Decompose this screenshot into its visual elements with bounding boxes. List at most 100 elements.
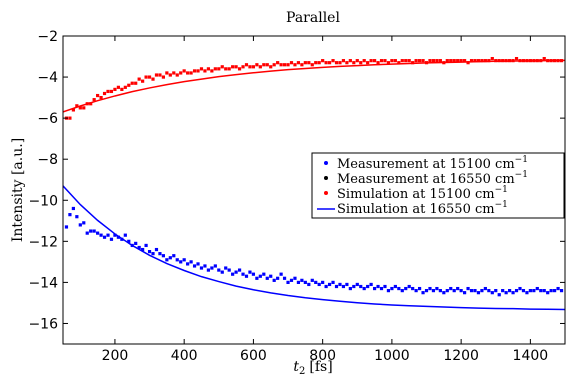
data-point-s0-67 xyxy=(296,280,301,284)
data-point-s0-81 xyxy=(345,282,349,287)
data-point-s1-2 xyxy=(71,108,75,112)
data-point-s0-123 xyxy=(490,291,494,295)
data-point-s1-86 xyxy=(362,59,366,63)
data-point-s0-8 xyxy=(92,229,96,233)
x-tick-label-4: 1000 xyxy=(374,348,410,364)
data-point-s0-120 xyxy=(480,289,484,293)
data-point-s0-142 xyxy=(556,286,560,291)
data-point-s0-132 xyxy=(521,289,526,293)
data-point-s0-43 xyxy=(213,264,217,268)
data-point-s0-53 xyxy=(248,270,252,274)
data-point-s1-101 xyxy=(414,59,418,63)
data-point-s1-94 xyxy=(390,59,394,63)
data-point-s1-38 xyxy=(196,69,200,73)
data-point-s0-25 xyxy=(151,252,155,256)
legend-marker-0 xyxy=(324,161,328,165)
data-point-s1-9 xyxy=(96,93,100,98)
data-point-s0-65 xyxy=(289,278,294,282)
data-point-s1-113 xyxy=(456,59,460,63)
data-point-s0-141 xyxy=(553,289,557,293)
legend-marker-2 xyxy=(324,191,328,195)
data-point-s0-48 xyxy=(231,272,235,276)
data-point-s0-74 xyxy=(321,280,325,284)
data-point-s0-88 xyxy=(369,282,373,287)
data-point-s1-122 xyxy=(487,59,491,63)
data-point-s1-16 xyxy=(120,87,124,91)
data-point-s1-42 xyxy=(210,69,214,73)
data-point-s1-56 xyxy=(258,65,262,69)
data-point-s0-130 xyxy=(514,289,519,293)
data-point-s1-62 xyxy=(279,63,283,67)
data-point-s1-21 xyxy=(137,77,141,81)
data-point-s1-95 xyxy=(393,59,397,63)
data-point-s0-108 xyxy=(438,289,442,293)
data-point-s1-120 xyxy=(480,59,484,63)
data-point-s1-75 xyxy=(324,61,328,65)
y-tick-label-1: −14 xyxy=(28,275,58,291)
data-point-s1-48 xyxy=(231,65,235,69)
data-point-s1-53 xyxy=(248,65,252,69)
plot-frame xyxy=(62,35,566,345)
legend-label-3: Simulation at 16550 cm−1 xyxy=(337,200,508,217)
data-point-s0-112 xyxy=(452,289,456,293)
data-point-s0-140 xyxy=(549,289,553,293)
data-point-s1-111 xyxy=(449,59,453,63)
data-point-s0-10 xyxy=(99,233,103,237)
data-point-s0-107 xyxy=(435,286,439,291)
data-point-s1-59 xyxy=(269,65,273,69)
data-point-s1-15 xyxy=(116,85,120,89)
data-point-s0-73 xyxy=(317,282,321,287)
data-point-s0-40 xyxy=(203,264,207,268)
data-point-s0-47 xyxy=(227,268,231,272)
y-tick-label-7: −2 xyxy=(37,29,58,45)
series-line-3 xyxy=(63,185,565,311)
data-point-s0-17 xyxy=(123,233,127,237)
data-point-s1-47 xyxy=(227,67,231,71)
data-point-s1-107 xyxy=(435,59,439,63)
data-point-s1-82 xyxy=(348,59,352,63)
data-point-s1-110 xyxy=(445,59,449,63)
data-point-s0-103 xyxy=(421,291,425,295)
data-point-s0-39 xyxy=(199,266,204,270)
data-point-s0-99 xyxy=(407,284,411,289)
data-point-s1-79 xyxy=(338,61,342,65)
data-point-s1-44 xyxy=(217,67,221,71)
data-point-s0-129 xyxy=(511,291,515,295)
data-point-s0-13 xyxy=(109,237,114,241)
data-point-s0-60 xyxy=(272,278,276,282)
data-point-s1-121 xyxy=(483,59,487,63)
data-point-s1-72 xyxy=(314,61,318,65)
data-point-s1-78 xyxy=(334,61,339,65)
data-point-s1-84 xyxy=(355,59,359,63)
data-point-s1-20 xyxy=(134,81,138,85)
data-point-s0-115 xyxy=(463,291,467,295)
data-point-s0-68 xyxy=(300,278,304,282)
data-point-s0-32 xyxy=(175,258,179,262)
data-point-s0-134 xyxy=(528,289,532,293)
data-point-s0-14 xyxy=(113,233,117,237)
data-point-s0-61 xyxy=(276,276,280,280)
data-point-s0-26 xyxy=(154,247,159,252)
data-point-s1-12 xyxy=(106,89,110,94)
data-point-s0-91 xyxy=(379,286,384,291)
data-point-s0-97 xyxy=(400,289,404,293)
legend-box xyxy=(311,152,565,219)
data-point-s1-10 xyxy=(99,96,103,100)
data-point-s1-23 xyxy=(144,75,148,79)
data-point-s1-103 xyxy=(421,59,425,63)
data-point-s0-101 xyxy=(414,289,418,293)
y-tick-label-5: −6 xyxy=(37,111,58,127)
data-point-s0-3 xyxy=(75,215,79,219)
data-point-s1-22 xyxy=(141,79,145,83)
data-point-s1-112 xyxy=(452,59,456,63)
data-point-s0-109 xyxy=(442,291,446,295)
data-point-s1-119 xyxy=(476,59,481,63)
data-point-s1-116 xyxy=(466,61,470,65)
data-point-s1-11 xyxy=(102,91,107,96)
data-point-s1-32 xyxy=(175,73,179,77)
data-point-s0-139 xyxy=(546,291,550,295)
data-point-s0-98 xyxy=(404,286,408,291)
data-point-s1-83 xyxy=(352,61,356,65)
data-point-s0-128 xyxy=(508,289,512,293)
data-point-s0-70 xyxy=(307,282,311,287)
